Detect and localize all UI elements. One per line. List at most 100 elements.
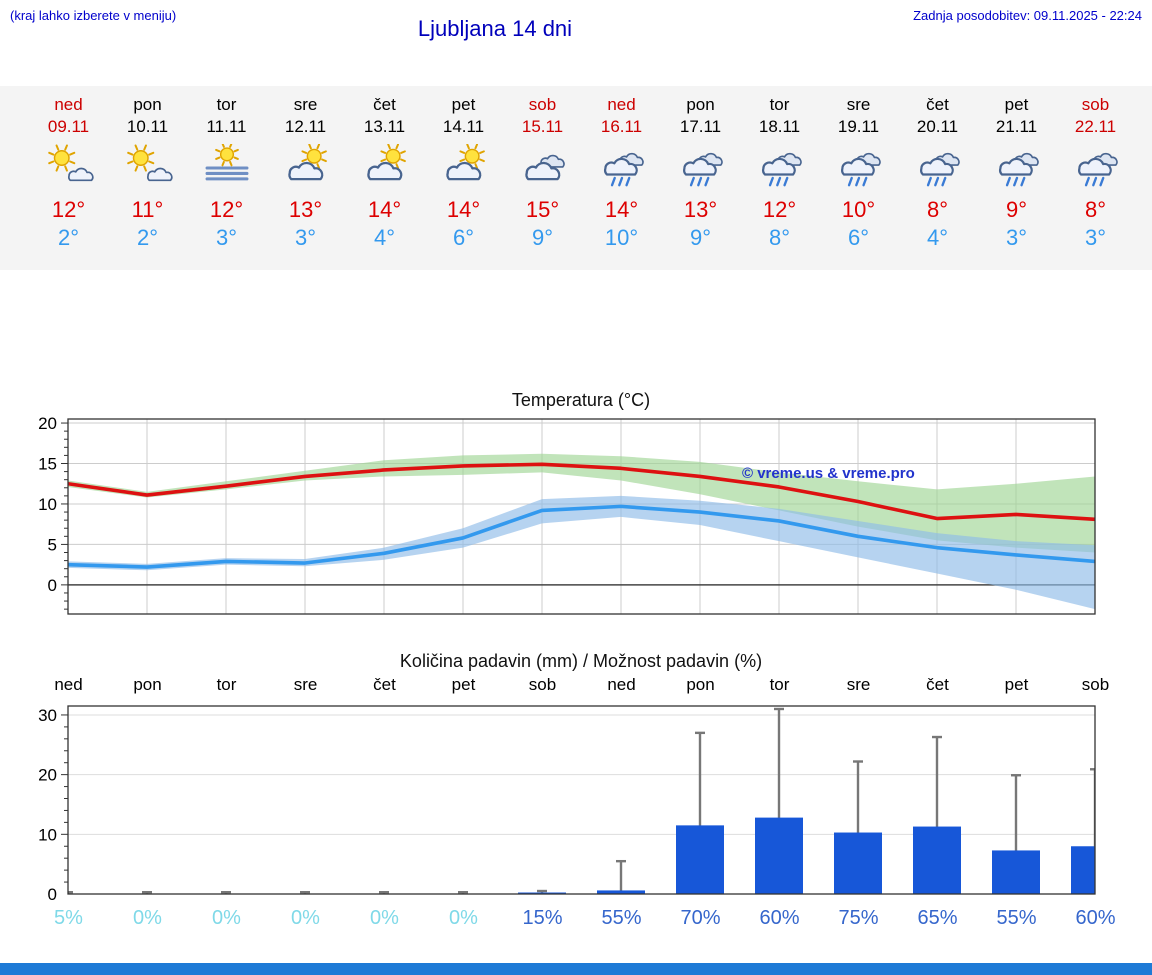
temp-min: 2° — [136, 225, 159, 250]
location-menu-hint: (kraj lahko izberete v meniju) — [10, 8, 177, 23]
precip-probability: 15% — [522, 907, 563, 929]
temp-min: 3° — [1005, 225, 1028, 250]
day-date: 13.11 — [363, 117, 406, 136]
forecast-day-17.11: pon 17.11 13° 9° — [661, 94, 740, 252]
precip-probability: 0% — [291, 907, 320, 929]
forecast-day-18.11: tor 18.11 12° 8° — [740, 94, 819, 252]
forecast-day-21.11: pet 21.11 9° 3° — [977, 94, 1056, 252]
forecast-strip: ned 09.11 12° 2° pon 10.11 11° 2° tor 11.11 12° 3° s… — [0, 86, 1152, 270]
temp-min: 3° — [294, 225, 317, 250]
day-name: sob — [528, 95, 557, 114]
temp-min: 3° — [1084, 225, 1107, 250]
svg-text:0: 0 — [48, 885, 57, 901]
forecast-day-16.11: ned 16.11 14° 10° — [582, 94, 661, 252]
precip-day-label: ned — [54, 675, 83, 694]
svg-text:10: 10 — [38, 825, 57, 844]
day-name: sob — [1081, 95, 1110, 114]
weather-rain-icon — [582, 142, 661, 194]
temp-max: 11° — [131, 197, 164, 222]
temp-max: 13° — [288, 197, 323, 222]
day-name: ned — [54, 95, 83, 114]
precip-day-label: pet — [1004, 675, 1029, 694]
svg-text:20: 20 — [38, 414, 57, 433]
precip-day-label: pon — [686, 675, 715, 694]
precip-day-label: sob — [1081, 675, 1110, 694]
precip-probability: 60% — [759, 907, 800, 929]
day-name: sre — [293, 95, 318, 114]
day-date: 10.11 — [126, 117, 169, 136]
day-date: 19.11 — [837, 117, 880, 136]
weather-sun-cloud-big-icon — [266, 142, 345, 194]
last-updated: Zadnja posodobitev: 09.11.2025 - 22:24 — [913, 8, 1142, 23]
temp-min: 6° — [452, 225, 475, 250]
weather-rain-icon — [819, 142, 898, 194]
day-date: 22.11 — [1074, 117, 1117, 136]
day-date: 14.11 — [442, 117, 485, 136]
day-name: čet — [926, 95, 949, 114]
svg-text:10: 10 — [38, 495, 57, 514]
weather-sun-cloud-big-icon — [424, 142, 503, 194]
day-date: 17.11 — [679, 117, 722, 136]
temp-min: 8° — [768, 225, 791, 250]
day-name: pet — [1004, 95, 1029, 114]
day-date: 11.11 — [206, 117, 247, 136]
svg-text:© vreme.us & vreme.pro: © vreme.us & vreme.pro — [742, 465, 915, 482]
temp-max: 8° — [926, 197, 949, 222]
temperature-chart-title: Temperatura (°C) — [511, 390, 651, 410]
forecast-day-14.11: pet 14.11 14° 6° — [424, 94, 503, 252]
forecast-day-10.11: pon 10.11 11° 2° — [108, 94, 187, 252]
weather-rain-icon — [661, 142, 740, 194]
temp-max: 12° — [209, 197, 244, 222]
day-date: 12.11 — [284, 117, 327, 136]
precip-day-label: sob — [528, 675, 557, 694]
precipitation-chart: 0 10 20 30 — [38, 705, 1096, 901]
svg-text:20: 20 — [38, 766, 57, 785]
page-title: Ljubljana 14 dni — [417, 16, 573, 41]
precip-probability-row: 5% 0% 0% 0% 0% 0% 15% 55% 70% 60% 75% 65% 55% 60% — [0, 907, 1152, 933]
precip-day-label: čet — [926, 675, 949, 694]
precip-probability: 60% — [1075, 907, 1116, 929]
temp-max: 8° — [1084, 197, 1107, 222]
temp-max: 15° — [525, 197, 560, 222]
precip-probability: 0% — [133, 907, 162, 929]
temp-max: 13° — [683, 197, 718, 222]
precip-day-labels: ned pon tor sre čet pet sob ned pon tor sre čet pet s… — [0, 675, 1152, 699]
precip-day-label: čet — [373, 675, 396, 694]
temp-min: 6° — [847, 225, 870, 250]
day-name: sre — [846, 95, 871, 114]
weather-rain-icon — [898, 142, 977, 194]
weather-fog-icon — [187, 142, 266, 194]
day-date: 18.11 — [758, 117, 801, 136]
precip-probability: 65% — [917, 907, 958, 929]
forecast-day-11.11: tor 11.11 12° 3° — [187, 94, 266, 252]
precip-day-label: pet — [451, 675, 476, 694]
precip-probability: 0% — [212, 907, 241, 929]
weather-rain-icon — [1056, 142, 1135, 194]
temp-min: 3° — [215, 225, 238, 250]
temp-max: 10° — [841, 197, 876, 222]
precip-probability: 0% — [370, 907, 399, 929]
header: (kraj lahko izberete v meniju) Ljubljana… — [0, 0, 1152, 48]
precip-probability: 5% — [54, 907, 83, 929]
precip-day-label: tor — [216, 675, 237, 694]
precip-probability: 55% — [996, 907, 1037, 929]
temp-min: 9° — [531, 225, 554, 250]
day-date: 15.11 — [521, 117, 564, 136]
forecast-day-22.11: sob 22.11 8° 3° — [1056, 94, 1135, 252]
forecast-day-12.11: sre 12.11 13° 3° — [266, 94, 345, 252]
precip-probability: 55% — [601, 907, 642, 929]
forecast-day-20.11: čet 20.11 8° 4° — [898, 94, 977, 252]
temperature-chart-section: Temperatura (°C) 0 5 10 15 20 © vreme.us & vr… — [0, 388, 1152, 619]
svg-text:0: 0 — [48, 576, 57, 595]
weather-rain-icon — [977, 142, 1056, 194]
precip-day-label: sre — [846, 675, 871, 694]
precip-day-label: tor — [769, 675, 790, 694]
temp-min: 4° — [926, 225, 949, 250]
precipitation-chart-title: Količina padavin (mm) / Možnost padavin … — [399, 651, 763, 671]
day-name: pon — [686, 95, 715, 114]
temp-max: 12° — [51, 197, 86, 222]
day-name: ned — [607, 95, 636, 114]
day-date: 16.11 — [600, 117, 643, 136]
forecast-day-15.11: sob 15.11 15° 9° — [503, 94, 582, 252]
day-date: 09.11 — [47, 117, 90, 136]
